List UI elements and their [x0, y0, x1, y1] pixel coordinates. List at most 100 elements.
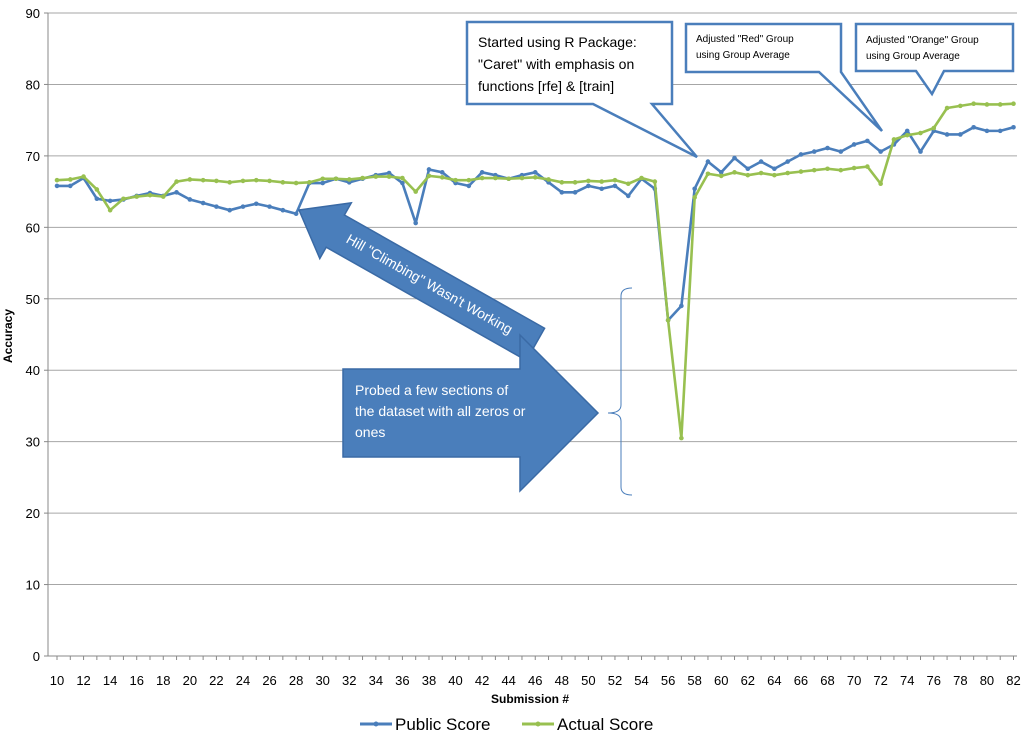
data-point-actual-score: [639, 175, 644, 181]
data-point-actual-score: [413, 189, 418, 194]
data-point-actual-score: [838, 167, 844, 173]
data-point-actual-score: [891, 137, 897, 142]
callout-red-line-1: Adjusted "Red" Group: [696, 34, 794, 45]
data-point-public-score: [772, 166, 777, 172]
arrow-hill-climbing: Hill "Climbing" Wasn't Working: [297, 201, 546, 362]
data-point-actual-score: [772, 172, 777, 178]
data-point-actual-score: [506, 176, 511, 182]
data-point-public-score: [426, 167, 432, 172]
arrow-hill-label: Hill "Climbing" Wasn't Working: [344, 231, 516, 338]
data-point-actual-score: [426, 173, 432, 179]
y-tick-label: 60: [26, 220, 40, 235]
y-tick-labels: 0 10 20 30 40 50 60 70 80 90: [26, 6, 48, 664]
data-point-public-score: [692, 186, 697, 192]
data-point-actual-score: [373, 174, 379, 179]
data-point-actual-score: [586, 178, 591, 184]
data-point-actual-score: [147, 192, 153, 198]
callout-orange-line-1: Adjusted "Orange" Group: [866, 35, 979, 46]
data-point-public-score: [997, 128, 1003, 134]
callout-red-shape: [684, 22, 884, 132]
x-tick-label: 54: [634, 673, 648, 688]
data-point-actual-score: [187, 177, 193, 182]
data-point-public-score: [413, 220, 418, 226]
data-point-public-score: [253, 201, 259, 207]
data-point-actual-score: [559, 180, 565, 185]
data-point-public-score: [718, 170, 724, 175]
data-point-actual-score: [134, 194, 140, 199]
data-point-actual-score: [825, 166, 830, 172]
data-point-public-score: [559, 190, 565, 195]
x-tick-label: 68: [820, 673, 834, 688]
data-point-actual-score: [798, 169, 804, 174]
y-tick-label: 0: [33, 649, 40, 664]
y-tick-label: 50: [26, 292, 40, 307]
x-tick-label: 60: [714, 673, 728, 688]
data-point-public-score: [798, 152, 804, 157]
data-point-public-score: [280, 207, 286, 213]
data-point-public-score: [758, 159, 764, 164]
data-point-public-score: [904, 128, 910, 134]
data-point-public-score: [466, 183, 472, 189]
data-point-public-score: [705, 159, 711, 164]
callout-caret-line-3: functions [rfe] & [train]: [478, 78, 614, 94]
callout-caret-shape: [465, 20, 698, 159]
data-point-public-score: [599, 186, 604, 192]
data-point-actual-score: [439, 175, 445, 180]
x-tick-label: 34: [369, 673, 383, 688]
data-point-actual-score: [479, 175, 485, 181]
x-tick-label: 10: [50, 673, 64, 688]
legend-public-marker: [373, 721, 379, 727]
x-tick-label: 36: [395, 673, 409, 688]
data-point-actual-score: [227, 180, 233, 185]
x-tick-label: 66: [794, 673, 808, 688]
callout-caret-line-2: "Caret" with emphasis on: [478, 56, 634, 72]
data-point-public-score: [878, 149, 883, 154]
data-point-actual-score: [400, 175, 405, 181]
data-point-actual-score: [785, 170, 790, 176]
x-tick-label: 42: [475, 673, 489, 688]
data-point-actual-score: [652, 179, 658, 184]
data-point-public-score: [174, 190, 179, 195]
legend: Public Score Actual Score: [360, 715, 653, 734]
arrow-probe: Probed a few sections of the dataset wit…: [342, 333, 600, 493]
callout-caret: Started using R Package: "Caret" with em…: [465, 20, 698, 159]
data-point-actual-score: [997, 102, 1003, 107]
data-point-public-score: [612, 183, 618, 189]
data-point-actual-score: [732, 170, 737, 175]
data-point-public-score: [107, 198, 113, 204]
data-point-actual-score: [333, 176, 339, 182]
data-point-actual-score: [705, 171, 711, 177]
arrow-probe-shape: [342, 333, 600, 493]
data-point-public-score: [386, 170, 392, 176]
data-point-actual-score: [453, 177, 458, 183]
callout-orange: Adjusted "Orange" Group using Group Aver…: [854, 22, 1015, 97]
data-point-actual-score: [851, 165, 857, 171]
x-tick-label: 32: [342, 673, 356, 688]
y-tick-label: 80: [26, 77, 40, 92]
data-point-actual-score: [745, 172, 751, 178]
data-point-actual-score: [253, 177, 259, 183]
legend-actual-marker: [535, 721, 541, 727]
x-tick-label: 70: [847, 673, 861, 688]
data-point-public-score: [187, 197, 193, 202]
data-point-actual-score: [546, 177, 551, 182]
data-point-public-score: [679, 303, 684, 309]
x-tick-label: 20: [183, 673, 197, 688]
callout-orange-shape: [854, 22, 1015, 97]
data-point-actual-score: [214, 178, 219, 184]
legend-public-label: Public Score: [395, 715, 490, 734]
data-point-public-score: [267, 204, 272, 209]
x-tick-label: 28: [289, 673, 303, 688]
x-tick-label: 44: [501, 673, 515, 688]
x-tick-label: 38: [422, 673, 436, 688]
x-axis-title: Submission #: [491, 692, 569, 706]
data-point-actual-score: [107, 207, 113, 213]
brace: [607, 287, 633, 496]
data-point-actual-score: [54, 177, 60, 183]
data-point-actual-score: [718, 173, 724, 179]
data-point-actual-score: [81, 174, 86, 179]
y-tick-label: 10: [26, 578, 40, 593]
data-point-actual-score: [811, 167, 817, 173]
data-point-actual-score: [121, 196, 126, 202]
